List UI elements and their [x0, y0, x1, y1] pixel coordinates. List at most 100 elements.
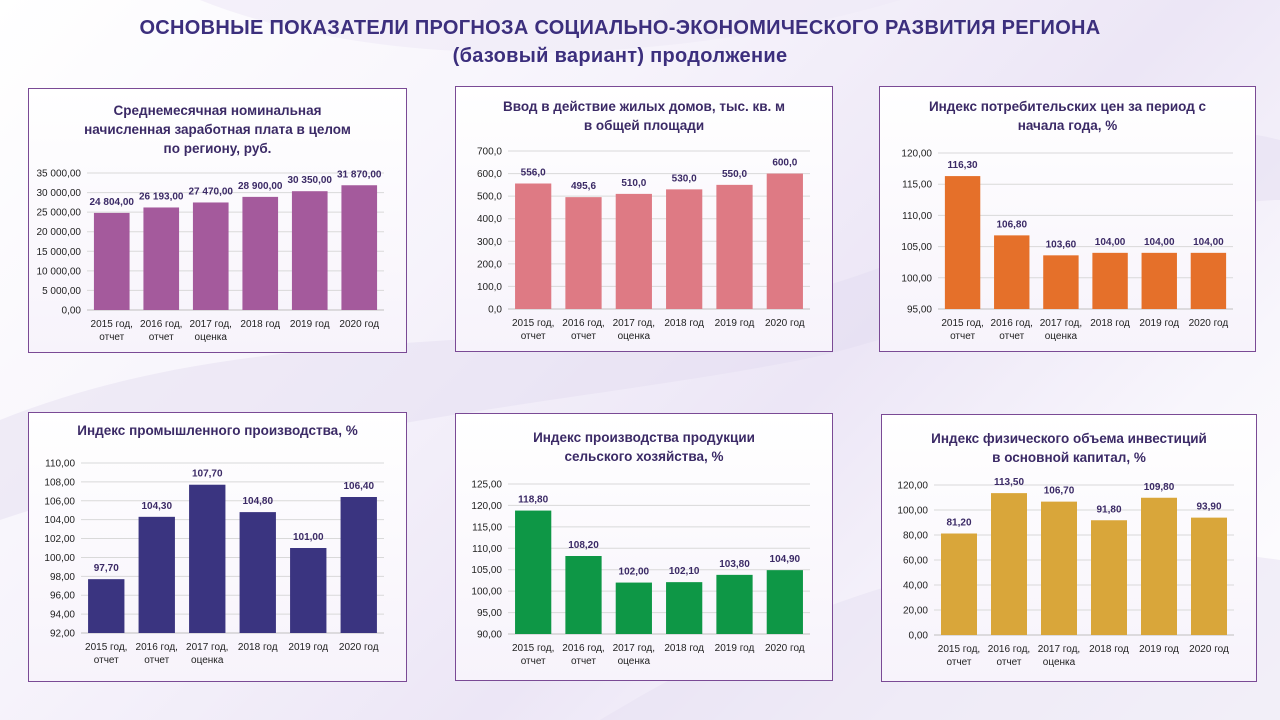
- chart-title-line: начисленная заработная плата в целом: [84, 122, 351, 137]
- bar: [666, 582, 703, 634]
- bar: [138, 516, 175, 633]
- chart-title-line: Индекс производства продукции: [533, 430, 755, 445]
- y-tick-label: 15 000,00: [37, 247, 82, 258]
- bar: [290, 548, 327, 633]
- bar: [716, 574, 753, 634]
- x-tick-label: 2018 год: [238, 642, 278, 653]
- chart-panel-agriculture: Индекс производства продукции сельского х…: [455, 413, 833, 681]
- chart-title-line: Ввод в действие жилых домов, тыс. кв. м: [502, 99, 786, 114]
- x-tick-label: оценка: [618, 656, 651, 667]
- y-tick-label: 92,00: [50, 629, 75, 640]
- chart-panel-wages: Среднемесячная номинальная начисленная за…: [28, 88, 407, 353]
- data-label: 103,80: [719, 559, 750, 570]
- data-label: 30 350,00: [288, 175, 333, 186]
- x-tick-label: 2018 год: [664, 643, 704, 654]
- x-tick-label: отчет: [947, 657, 972, 668]
- chart-panel-industrial: Индекс промышленного производства, % 92,0…: [28, 412, 407, 682]
- data-label: 103,60: [1046, 239, 1077, 250]
- x-tick-label: отчет: [521, 656, 546, 667]
- y-tick-label: 25 000,00: [37, 208, 82, 219]
- data-label: 118,80: [518, 495, 548, 506]
- data-label: 28 900,00: [238, 181, 283, 192]
- x-tick-label: 2018 год: [1089, 644, 1129, 655]
- data-label: 102,00: [619, 567, 650, 578]
- data-label: 104,00: [1144, 237, 1175, 248]
- x-tick-label: 2015 год,: [85, 642, 127, 653]
- chart-title: Ввод в действие жилых домов, тыс. кв. м в…: [456, 97, 832, 135]
- bar: [1190, 252, 1227, 309]
- y-tick-label: 110,00: [45, 459, 75, 470]
- y-tick-label: 100,00: [897, 506, 928, 517]
- y-tick-label: 0,00: [62, 306, 82, 317]
- data-label: 108,20: [568, 540, 599, 551]
- x-tick-label: 2017 год,: [190, 319, 232, 330]
- x-tick-label: отчет: [99, 332, 124, 343]
- data-label: 106,70: [1044, 486, 1075, 497]
- x-tick-label: отчет: [950, 331, 975, 342]
- bar: [565, 197, 602, 309]
- page-title: ОСНОВНЫЕ ПОКАЗАТЕЛИ ПРОГНОЗА СОЦИАЛЬНО-Э…: [0, 14, 1240, 70]
- bar: [944, 176, 981, 309]
- y-tick-label: 40,00: [903, 581, 928, 592]
- x-tick-label: 2017 год,: [613, 643, 655, 654]
- y-tick-label: 94,00: [50, 610, 75, 621]
- x-tick-label: 2017 год,: [613, 318, 655, 329]
- y-tick-label: 104,00: [44, 515, 75, 526]
- x-tick-label: отчет: [997, 657, 1022, 668]
- y-tick-label: 105,00: [471, 565, 502, 576]
- x-tick-label: 2016 год,: [562, 643, 604, 654]
- y-tick-label: 700,0: [477, 147, 502, 158]
- y-tick-label: 100,00: [901, 273, 932, 284]
- x-tick-label: 2020 год: [765, 643, 805, 654]
- chart-svg: 95,00 100,00 105,00 110,00 115,00 120,00 116,3…: [901, 149, 1233, 342]
- x-tick-label: отчет: [571, 656, 596, 667]
- x-tick-label: 2015 год,: [512, 318, 554, 329]
- chart-title-line: Среднемесячная номинальная: [113, 103, 322, 118]
- y-tick-label: 400,0: [477, 214, 502, 225]
- chart-panel-cpi: Индекс потребительских цен за период с на…: [879, 86, 1256, 352]
- x-tick-label: 2016 год,: [991, 318, 1033, 329]
- y-tick-label: 80,00: [903, 531, 928, 542]
- data-label: 600,0: [772, 158, 797, 169]
- x-tick-label: 2015 год,: [938, 644, 980, 655]
- chart-panel-housing: Ввод в действие жилых домов, тыс. кв. м в…: [455, 86, 833, 352]
- data-label: 31 870,00: [337, 169, 382, 180]
- x-tick-label: 2019 год: [1139, 318, 1179, 329]
- x-tick-label: 2018 год: [664, 318, 704, 329]
- bar: [1092, 252, 1128, 309]
- x-tick-label: 2019 год: [715, 318, 755, 329]
- data-label: 106,40: [343, 481, 374, 492]
- data-label: 26 193,00: [139, 191, 184, 202]
- x-tick-label: отчет: [149, 332, 174, 343]
- data-label: 116,30: [948, 160, 978, 171]
- chart-svg: 90,00 95,00 100,00 105,00 110,00 115,00 120,00…: [471, 480, 810, 667]
- chart-title: Индекс потребительских цен за период с на…: [880, 97, 1255, 135]
- y-tick-label: 30 000,00: [37, 188, 82, 199]
- bar: [565, 556, 602, 634]
- y-tick-label: 102,00: [44, 534, 75, 545]
- y-tick-label: 108,00: [44, 477, 75, 488]
- bar: [1091, 520, 1127, 635]
- bar: [766, 570, 803, 634]
- y-tick-label: 100,00: [44, 553, 75, 564]
- y-tick-label: 20 000,00: [37, 227, 82, 238]
- y-tick-label: 90,00: [477, 630, 502, 641]
- y-tick-label: 500,0: [477, 192, 502, 203]
- data-label: 104,00: [1095, 237, 1126, 248]
- y-tick-label: 120,00: [897, 481, 928, 492]
- data-label: 104,00: [1193, 237, 1224, 248]
- x-tick-label: оценка: [1045, 331, 1078, 342]
- bar: [716, 184, 753, 309]
- bar: [1141, 252, 1177, 309]
- y-tick-label: 105,00: [901, 242, 932, 253]
- data-label: 109,80: [1144, 482, 1175, 493]
- y-tick-label: 120,00: [901, 149, 932, 160]
- x-tick-label: 2018 год: [240, 319, 280, 330]
- bar: [615, 193, 652, 309]
- x-tick-label: 2016 год,: [136, 642, 178, 653]
- chart-svg: 0,0 100,0 200,0 300,0 400,0 500,0 600,0 700,0 55…: [477, 147, 810, 342]
- chart-title-line: в общей площади: [583, 118, 705, 133]
- y-tick-label: 300,0: [477, 237, 502, 248]
- bar: [192, 202, 229, 310]
- bar: [340, 497, 377, 633]
